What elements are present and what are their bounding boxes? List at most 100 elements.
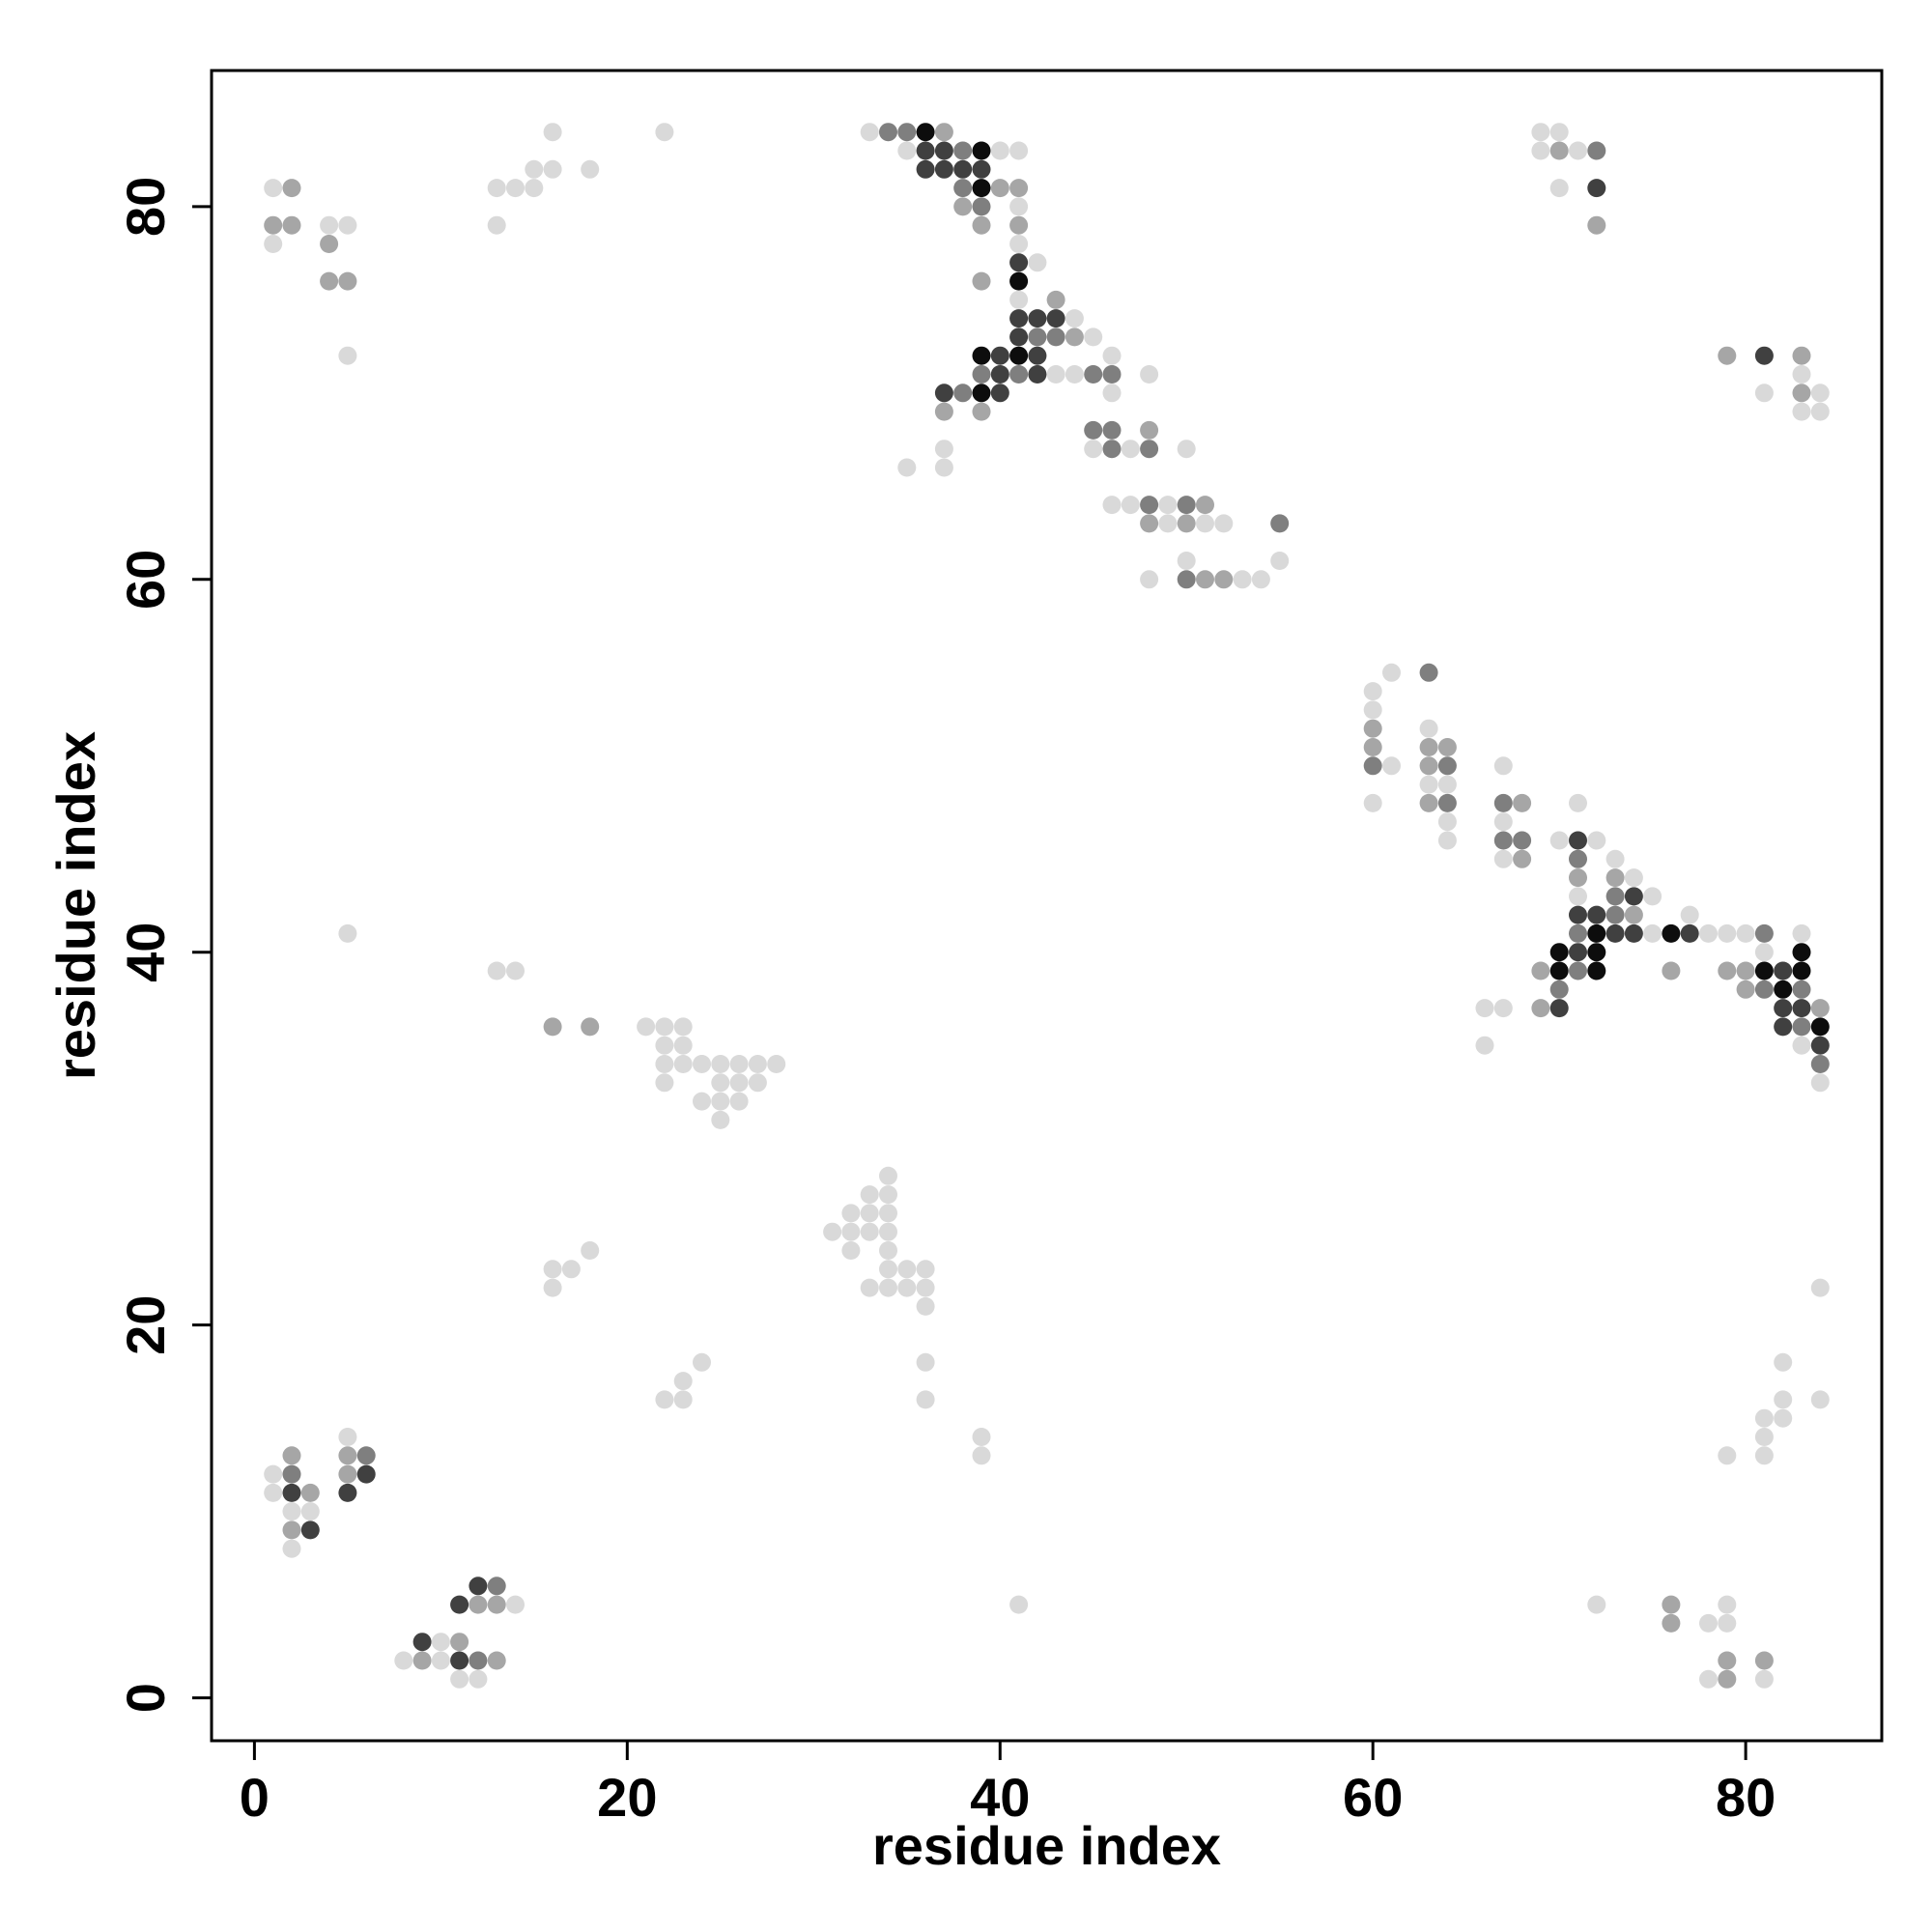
contact-point: [1662, 961, 1681, 980]
contact-point: [655, 1055, 674, 1073]
contact-point: [543, 1260, 562, 1279]
contact-point: [1009, 271, 1029, 291]
contact-point: [1177, 514, 1196, 533]
contact-point: [1009, 179, 1029, 198]
contact-point: [431, 1651, 450, 1670]
contact-point: [1177, 570, 1196, 589]
contact-point: [916, 123, 935, 142]
contact-point: [1792, 346, 1811, 365]
contact-point: [1605, 868, 1625, 888]
contact-point: [300, 1502, 320, 1521]
contact-point: [990, 179, 1009, 198]
contact-point: [1754, 980, 1774, 999]
data-points: [264, 123, 1830, 1689]
contact-point: [897, 458, 917, 477]
contact-point: [1605, 905, 1625, 924]
contact-point: [972, 1446, 991, 1465]
contact-point: [338, 1483, 357, 1502]
contact-point: [487, 1651, 506, 1670]
contact-point: [338, 923, 357, 943]
contact-point: [972, 215, 991, 235]
x-axis: 0 20 40 60 80: [240, 1741, 1776, 1828]
contact-point: [282, 179, 301, 198]
contact-point: [1531, 123, 1550, 142]
contact-point: [469, 1669, 488, 1689]
contact-point: [748, 1073, 767, 1093]
contact-point: [356, 1446, 376, 1465]
contact-point: [655, 1073, 674, 1093]
contact-point: [1009, 235, 1029, 253]
contact-point: [897, 1278, 917, 1297]
contact-point: [916, 1260, 935, 1279]
contact-point: [1718, 923, 1737, 943]
contact-point: [1084, 327, 1103, 347]
contact-point: [953, 159, 973, 179]
contact-point: [1792, 402, 1811, 421]
contact-point: [1792, 365, 1811, 384]
contact-point: [1587, 961, 1606, 980]
contact-point: [972, 271, 991, 291]
contact-point: [1754, 1446, 1774, 1465]
contact-point: [1774, 1017, 1793, 1037]
contact-point: [1046, 290, 1065, 309]
contact-point: [972, 402, 991, 421]
contact-point: [1792, 980, 1811, 999]
contact-point: [916, 159, 935, 179]
contact-point: [879, 1185, 897, 1205]
contact-point: [543, 1017, 562, 1037]
contact-point: [1792, 943, 1811, 962]
contact-point: [916, 1352, 935, 1372]
contact-point: [1028, 365, 1047, 384]
contact-point: [1569, 905, 1587, 924]
contact-point: [1792, 1036, 1811, 1055]
contact-point: [1754, 384, 1774, 403]
contact-point: [1084, 420, 1103, 440]
contact-point: [1065, 365, 1084, 384]
contact-point: [356, 1464, 376, 1484]
contact-point: [1774, 961, 1793, 980]
contact-point: [972, 346, 991, 365]
contact-point: [1493, 756, 1513, 776]
contact-point: [1102, 440, 1122, 459]
contact-point: [860, 1222, 879, 1241]
contact-point: [1587, 943, 1606, 962]
contact-point: [282, 1520, 301, 1540]
contact-point: [264, 215, 283, 235]
contact-point: [282, 1502, 301, 1521]
contact-point: [1009, 309, 1029, 328]
contact-point: [1177, 440, 1196, 459]
contact-point: [1680, 905, 1699, 924]
contact-point: [1158, 496, 1178, 515]
y-axis: 0 20 40 60 80: [115, 177, 212, 1713]
contact-point: [1587, 141, 1606, 160]
y-tick-label: 60: [115, 550, 176, 610]
x-tick-label: 0: [240, 1767, 270, 1828]
x-tick-label: 80: [1716, 1767, 1776, 1828]
contact-point: [990, 384, 1009, 403]
contact-point: [525, 179, 544, 198]
contact-point: [879, 1278, 897, 1297]
x-tick-label: 60: [1343, 1767, 1403, 1828]
contact-point: [1699, 1669, 1718, 1689]
contact-point: [1605, 923, 1625, 943]
contact-point: [1009, 365, 1029, 384]
contact-point: [487, 1595, 506, 1614]
contact-point: [1196, 514, 1214, 533]
contact-point: [972, 141, 991, 160]
contact-point: [693, 1055, 711, 1073]
contact-point: [972, 384, 991, 403]
contact-point: [711, 1055, 730, 1073]
contact-point: [673, 1390, 693, 1409]
contact-point: [1754, 1408, 1774, 1428]
contact-point: [1754, 943, 1774, 962]
contact-point: [1774, 999, 1793, 1018]
contact-point: [1028, 346, 1047, 365]
contact-point: [1699, 1613, 1718, 1633]
contact-point: [972, 179, 991, 198]
contact-point: [1493, 999, 1513, 1018]
contact-point: [1792, 384, 1811, 403]
contact-point: [1754, 1428, 1774, 1446]
contact-point: [561, 1260, 581, 1279]
